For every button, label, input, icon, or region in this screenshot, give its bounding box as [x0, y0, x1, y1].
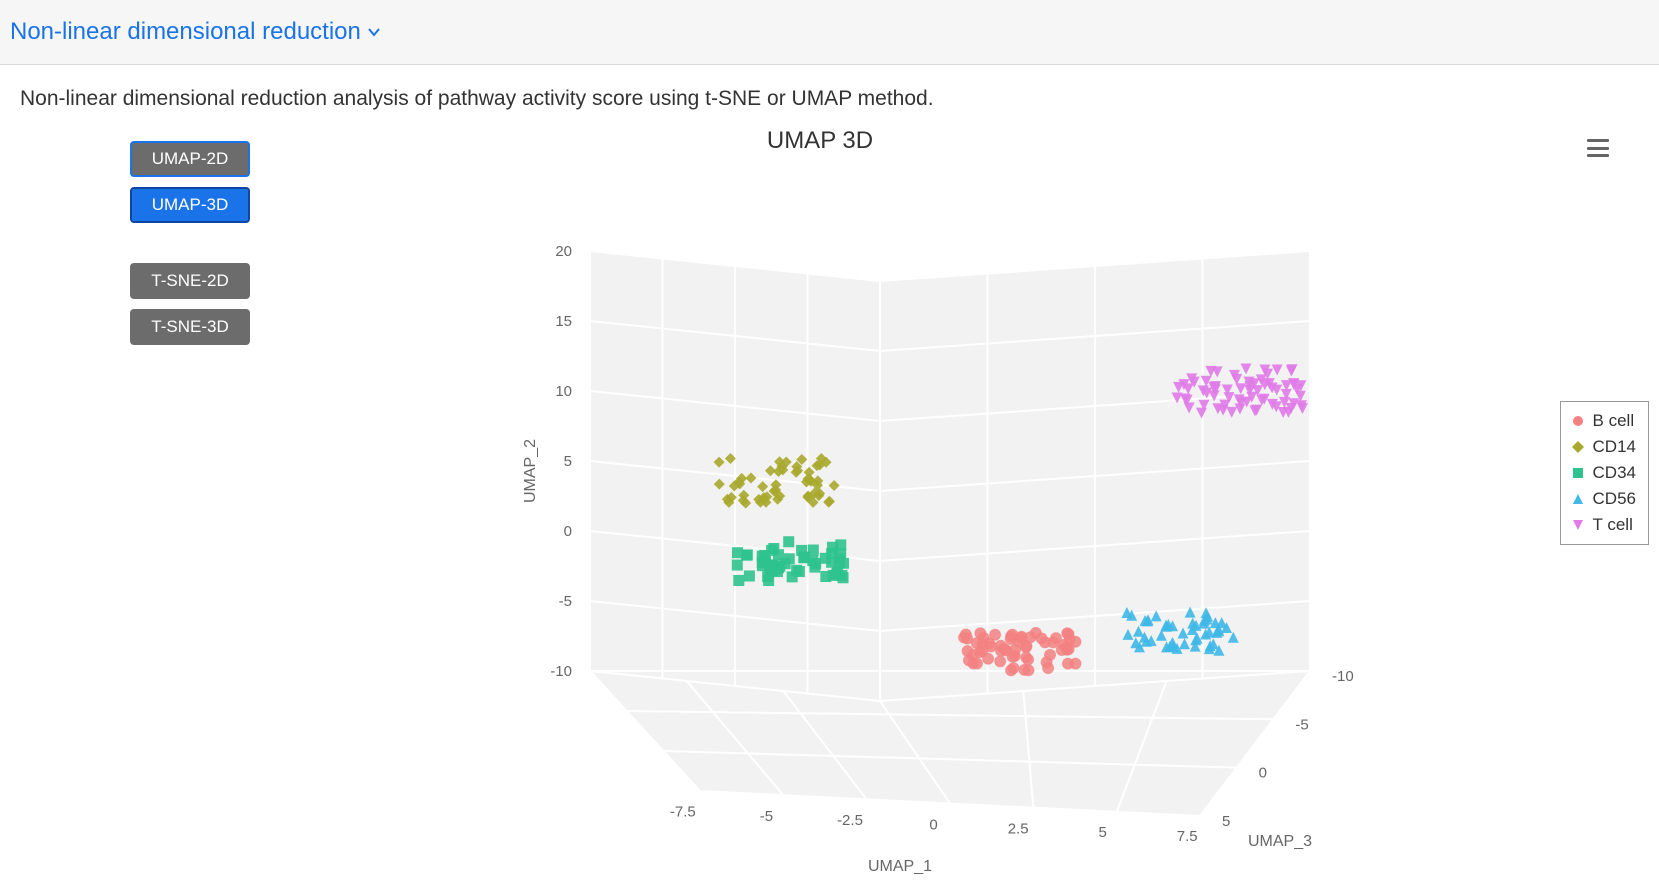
svg-text:5: 5: [564, 453, 572, 470]
chart-legend: B cell CD14 CD34 CD56 T cell: [1560, 401, 1649, 545]
legend-label: T cell: [1593, 515, 1633, 535]
svg-text:-2.5: -2.5: [837, 812, 863, 829]
svg-text:-5: -5: [559, 593, 572, 610]
legend-item[interactable]: CD56: [1571, 486, 1636, 512]
section-header: Non-linear dimensional reduction: [0, 0, 1659, 65]
legend-item[interactable]: B cell: [1571, 408, 1636, 434]
chevron-down-icon: [367, 25, 381, 39]
legend-label: CD34: [1593, 463, 1636, 483]
legend-item[interactable]: T cell: [1571, 512, 1636, 538]
legend-marker-diamond-icon: [1571, 440, 1585, 454]
tab-umap-3d[interactable]: UMAP-3D: [130, 187, 250, 223]
svg-text:2.5: 2.5: [1008, 820, 1029, 837]
svg-text:0: 0: [929, 816, 937, 833]
svg-text:UMAP_2: UMAP_2: [522, 439, 539, 503]
svg-text:15: 15: [555, 313, 572, 330]
svg-text:-7.5: -7.5: [670, 804, 696, 821]
svg-text:UMAP_1: UMAP_1: [868, 858, 932, 875]
legend-marker-triangle-down-icon: [1571, 518, 1585, 532]
svg-text:-5: -5: [1295, 716, 1308, 733]
legend-marker-triangle-up-icon: [1571, 492, 1585, 506]
svg-text:UMAP_3: UMAP_3: [1248, 833, 1312, 850]
description-text: Non-linear dimensional reduction analysi…: [0, 65, 1659, 121]
tab-tsne-3d[interactable]: T-SNE-3D: [130, 309, 250, 345]
svg-text:20: 20: [555, 243, 572, 260]
legend-label: B cell: [1593, 411, 1635, 431]
chart-title: UMAP 3D: [280, 127, 1360, 155]
view-tabs: UMAP-2D UMAP-3D T-SNE-2D T-SNE-3D: [130, 141, 250, 345]
svg-text:10: 10: [555, 383, 572, 400]
tab-umap-2d[interactable]: UMAP-2D: [130, 141, 250, 177]
svg-text:-10: -10: [550, 663, 572, 680]
legend-label: CD56: [1593, 489, 1636, 509]
svg-text:5: 5: [1098, 824, 1106, 841]
svg-text:-10: -10: [1332, 668, 1354, 685]
svg-text:0: 0: [564, 523, 572, 540]
legend-label: CD14: [1593, 437, 1636, 457]
section-title-text: Non-linear dimensional reduction: [10, 18, 361, 46]
hamburger-menu-icon[interactable]: [1587, 139, 1609, 157]
legend-marker-circle-icon: [1571, 414, 1585, 428]
legend-item[interactable]: CD34: [1571, 460, 1636, 486]
tab-tsne-2d[interactable]: T-SNE-2D: [130, 263, 250, 299]
scatter3d-plot[interactable]: -10 -5 0 5 10 15 20 -7.5 -5 -2.5 0 2.5 5 7.5 5 0 -5 -10 UM…: [480, 191, 1360, 891]
svg-text:7.5: 7.5: [1177, 828, 1198, 845]
svg-text:0: 0: [1259, 765, 1267, 782]
legend-marker-square-icon: [1571, 466, 1585, 480]
svg-text:5: 5: [1222, 813, 1230, 830]
legend-item[interactable]: CD14: [1571, 434, 1636, 460]
section-title-link[interactable]: Non-linear dimensional reduction: [10, 18, 381, 46]
svg-text:-5: -5: [760, 808, 773, 825]
